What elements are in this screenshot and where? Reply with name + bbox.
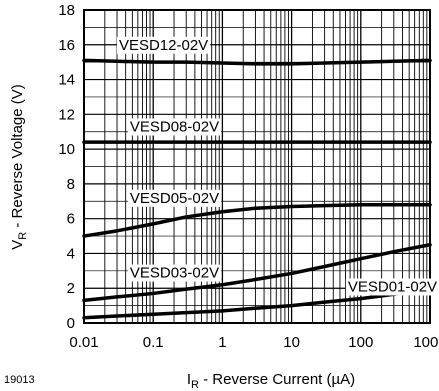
series-label: VESD05-02V	[130, 190, 219, 207]
y-tick-label: 18	[58, 2, 75, 19]
y-axis-label-rest: - Reverse Voltage (V)	[9, 84, 26, 232]
series-labels: VESD12-02V VESD08-02V VESD05-02V VESD03-02V…	[116, 36, 439, 296]
series-label-background	[345, 278, 439, 296]
x-axis-label-sub: R	[191, 379, 199, 391]
series-line	[82, 203, 432, 238]
x-tick-label: 0.01	[69, 334, 98, 351]
series-lines	[82, 58, 432, 320]
series-label-background	[127, 189, 222, 207]
x-axis-label-main: I	[187, 371, 191, 388]
y-axis-label-sub: R	[17, 232, 29, 240]
y-tick-label: 2	[67, 280, 75, 297]
y-tick-label: 14	[58, 72, 75, 89]
y-tick-labels: 0 2 4 6 8 10 12 14 16 18	[58, 2, 75, 332]
x-tick-label: 1	[218, 334, 226, 351]
figure-id: 19013	[4, 374, 35, 386]
y-tick-label: 6	[67, 211, 75, 228]
series-label: VESD08-02V	[130, 119, 219, 136]
x-tick-label: 1000	[413, 334, 439, 351]
y-tick-label: 16	[58, 37, 75, 54]
y-tick-label: 4	[67, 245, 75, 262]
x-tick-label: 10	[283, 334, 300, 351]
x-axis-label: IR - Reverse Current (µA)	[187, 371, 355, 391]
series-label-background	[127, 118, 222, 136]
y-tick-label: 0	[67, 315, 75, 332]
x-tick-labels: 0.01 0.1 1 10 100 1000	[69, 334, 439, 351]
y-axis-label: VR - Reverse Voltage (V)	[9, 84, 29, 250]
series-line	[82, 243, 432, 303]
x-tick-label: 0.1	[143, 334, 164, 351]
series-line	[82, 58, 432, 66]
series-label: VESD03-02V	[130, 265, 219, 282]
y-tick-label: 10	[58, 141, 75, 158]
series-label: VESD01-02V	[348, 278, 437, 295]
series-label-background	[116, 36, 211, 54]
series-label-background	[127, 264, 222, 282]
plot-frame	[83, 9, 431, 324]
x-tick-label: 100	[348, 334, 373, 351]
y-tick-label: 12	[58, 106, 75, 123]
y-axis-label-main: V	[9, 240, 26, 250]
series-label: VESD12-02V	[119, 37, 208, 54]
x-axis-label-rest: - Reverse Current (µA)	[199, 371, 355, 388]
series-line	[82, 288, 432, 320]
y-tick-label: 8	[67, 176, 75, 193]
